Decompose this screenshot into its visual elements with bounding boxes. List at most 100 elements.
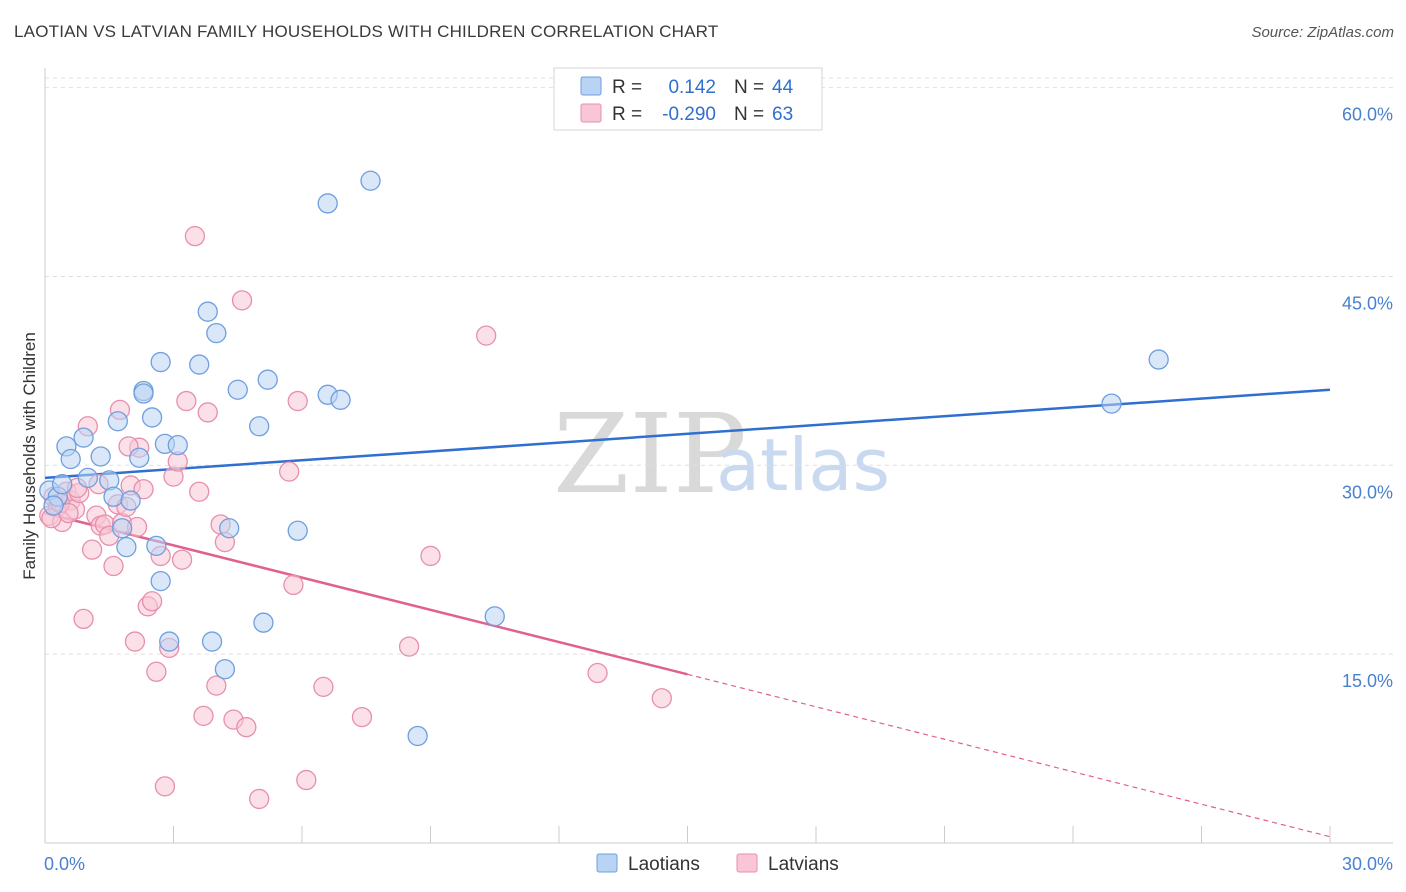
legend-swatch-latvians [580,103,602,123]
y-tick-label: 30.0% [1342,482,1393,502]
laotians-point [90,446,111,467]
latvians-points [39,226,672,810]
latvians-point [587,662,608,684]
source-label: Source: ZipAtlas.com [1251,24,1394,41]
x-tick-label-start: 0.0% [44,854,85,874]
latvians-point [171,549,193,570]
laotians-point [257,369,278,390]
laotians-point [43,495,64,516]
latvians-point [296,769,317,791]
latvians-point [81,539,103,560]
latvians-point [287,390,308,412]
legend-n-label-laotians: N = [734,77,764,98]
laotians-point [189,354,210,375]
latvians-point [283,574,304,596]
y-tick-label: 60.0% [1342,105,1393,125]
bottom-legend-swatch-latvians [736,853,758,873]
laotians-point [330,389,351,410]
laotians-points [39,170,1169,747]
x-tick-label-end: 30.0% [1342,854,1393,874]
chart-title: LAOTIAN VS LATVIAN FAMILY HOUSEHOLDS WIT… [14,22,719,41]
latvians-point [398,636,420,657]
laotians-point [317,193,338,214]
watermark-zip: ZIP [553,390,747,518]
legend-n-value-laotians: 44 [772,77,794,98]
latvians-point [124,631,146,652]
laotians-point [141,407,163,428]
latvians-point [103,555,124,577]
latvians-point [141,591,163,612]
latvians-point [73,608,94,630]
latvians-point [420,545,441,567]
laotians-point [60,448,81,470]
latvians-point [231,290,253,311]
latvians-point [206,675,227,696]
latvians-point [236,717,257,738]
laotians-point [197,301,218,322]
laotians-point [249,416,270,437]
laotians-point [167,435,188,456]
latvians-point [176,390,197,412]
series-legend: Laotians Latvians [596,853,839,875]
stats-legend: R = 0.142 N = 44 R = -0.290 N = 63 [553,67,823,131]
latvians-point [278,461,300,482]
latvians-point [197,402,218,423]
y-axis-title: Family Households with Children [20,332,39,580]
bottom-legend-latvians: Latvians [768,854,839,875]
latvians-point [189,481,210,502]
laotians-point [287,520,308,541]
laotians-point [206,322,227,344]
latvians-point [249,788,270,810]
laotians-point [103,486,124,507]
trend-line-latvians-extension [687,673,1331,838]
laotians-point [159,631,180,652]
legend-r-label-laotians: R = [612,77,642,98]
axes [44,68,1393,844]
laotians-point [111,518,133,539]
latvians-point [476,325,497,346]
legend-n-value-latvians: 63 [772,104,793,125]
y-tick-label: 45.0% [1342,293,1393,313]
laotians-point [73,427,94,448]
laotians-point [150,351,171,373]
legend-n-label-latvians: N = [734,104,764,125]
bottom-legend-swatch-laotians [596,853,618,873]
laotians-point [150,570,171,592]
legend-swatch-laotians [580,76,602,96]
laotians-point [219,518,240,539]
laotians-point [51,474,73,495]
latvians-point [184,226,206,247]
laotians-point [120,490,141,511]
legend-r-value-latvians: -0.290 [662,104,716,125]
latvians-point [154,776,176,797]
laotians-point [133,383,154,404]
y-tick-labels: 15.0% 30.0% 45.0% 60.0% [1342,105,1393,692]
laotians-point [201,631,223,652]
laotians-point [253,612,274,633]
laotians-point [360,170,381,191]
bottom-legend-laotians: Laotians [628,854,700,875]
legend-r-label-latvians: R = [612,104,642,125]
laotians-point [146,535,167,557]
laotians-point [1148,349,1169,370]
laotians-point [227,379,248,400]
laotians-point [484,606,505,627]
trend-line-latvians [44,511,688,676]
latvians-point [651,688,672,709]
laotians-point [107,411,128,432]
y-tick-label: 15.0% [1342,671,1393,691]
latvians-point [193,705,214,726]
latvians-point [146,661,167,682]
laotians-point [129,447,150,468]
legend-r-value-laotians: 0.142 [668,77,716,98]
laotians-point [116,536,137,558]
latvians-point [313,676,334,698]
laotians-point [1101,393,1122,414]
gridlines [45,77,1393,655]
laotians-point [214,659,236,680]
latvians-point [351,706,373,728]
latvians-point [133,479,154,500]
laotians-point [407,725,428,747]
laotians-point [77,467,98,489]
